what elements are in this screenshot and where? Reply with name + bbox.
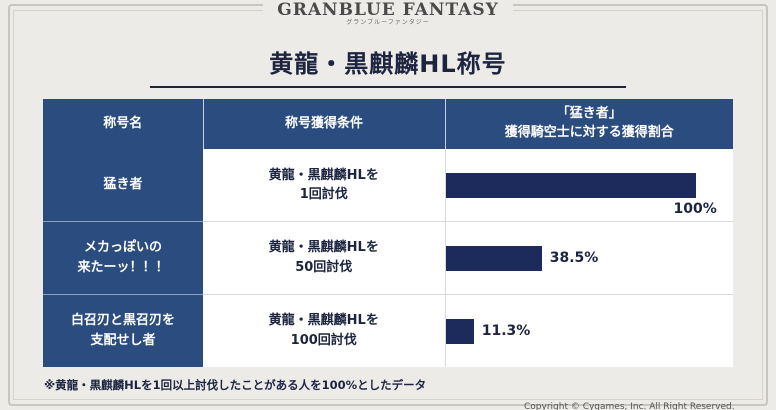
header-ratio-line2: 獲得騎空士に対する獲得割合 bbox=[504, 125, 674, 140]
condition-line1: 黄龍・黒麒麟HLを bbox=[268, 313, 379, 329]
condition-line2: 1回討伐 bbox=[299, 187, 348, 203]
condition-cell: 黄龍・黒麒麟HLを 50回討伐 bbox=[203, 221, 446, 295]
condition-cell: 黄龍・黒麒麟HLを 1回討伐 bbox=[203, 149, 446, 222]
condition-line1: 黄龍・黒麒麟HLを bbox=[268, 240, 379, 256]
title-table: 称号名 称号獲得条件 「猛き者」 獲得騎空士に対する獲得割合 猛き者 黄龍・黒麒… bbox=[43, 99, 733, 367]
ratio-bar bbox=[445, 173, 696, 198]
ratio-bar bbox=[445, 318, 474, 344]
ratio-bar bbox=[445, 246, 542, 272]
title-name-line1: メカっぽいの bbox=[83, 240, 162, 256]
title-name-line2: 支配せし者 bbox=[90, 332, 156, 348]
title-name-line2: 来たーッ！！！ bbox=[77, 259, 169, 275]
table-row: メカっぽいの 来たーッ！！！ 黄龍・黒麒麟HLを 50回討伐 38.5% bbox=[43, 221, 733, 295]
table-row: 白召刃と黒召刃を 支配せし者 黄龍・黒麒麟HLを 100回討伐 11.3% bbox=[43, 293, 733, 367]
logo-sub-text: グランブルーファンタジー bbox=[346, 19, 430, 26]
condition-cell: 黄龍・黒麒麟HLを 100回討伐 bbox=[203, 293, 446, 367]
ratio-value: 38.5% bbox=[549, 250, 599, 267]
logo-main-text: GRANBLUE FANTASY bbox=[277, 0, 499, 20]
title-name-cell: 猛き者 bbox=[43, 149, 203, 222]
page-title: 黄龍・黒麒麟HL称号 bbox=[269, 50, 507, 78]
header-condition: 称号獲得条件 bbox=[203, 99, 446, 149]
title-name-line1: 白召刃と黒召刃を bbox=[70, 313, 175, 329]
header-ratio: 「猛き者」 獲得騎空士に対する獲得割合 bbox=[445, 99, 733, 149]
condition-line2: 100回討伐 bbox=[290, 332, 357, 348]
title-name-cell: メカっぽいの 来たーッ！！！ bbox=[43, 221, 203, 295]
logo-area: GRANBLUE FANTASY グランブルーファンタジー bbox=[0, 0, 776, 30]
condition-line2: 50回討伐 bbox=[295, 259, 353, 275]
header-title-name: 称号名 bbox=[43, 99, 204, 149]
title-name-cell: 白召刃と黒召刃を 支配せし者 bbox=[43, 293, 203, 367]
ratio-cell: 11.3% bbox=[445, 293, 733, 367]
header-ratio-line1: 「猛き者」 bbox=[556, 106, 622, 122]
table-row: 猛き者 黄龍・黒麒麟HLを 1回討伐 100% bbox=[43, 149, 733, 222]
granblue-fantasy-logo: GRANBLUE FANTASY グランブルーファンタジー bbox=[263, 0, 513, 26]
condition-line1: 黄龍・黒麒麟HLを bbox=[268, 167, 379, 183]
title-underline bbox=[150, 86, 626, 88]
footnote: ※黄龍・黒麒麟HLを1回以上討伐したことがある人を100%としたデータ bbox=[44, 378, 427, 392]
copyright: Copyright © Cygames, Inc. All Right Rese… bbox=[524, 402, 735, 410]
title-name: 猛き者 bbox=[103, 177, 143, 193]
table-header-row: 称号名 称号獲得条件 「猛き者」 獲得騎空士に対する獲得割合 bbox=[43, 99, 733, 149]
ratio-value: 100% bbox=[673, 201, 717, 217]
ratio-value: 11.3% bbox=[481, 322, 531, 339]
ratio-cell: 38.5% bbox=[445, 221, 733, 295]
ratio-cell: 100% bbox=[445, 149, 733, 222]
